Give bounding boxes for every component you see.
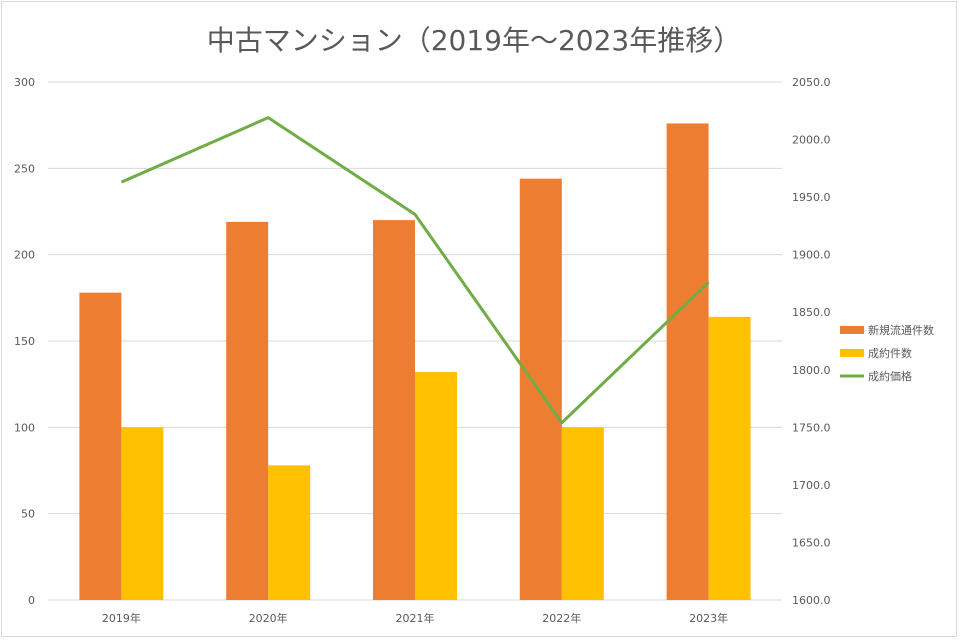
bar <box>708 316 751 600</box>
right-tick-label: 1600.0 <box>792 594 831 607</box>
bar <box>561 427 604 600</box>
chart-title: 中古マンション（2019年～2023年推移） <box>207 24 742 57</box>
right-tick-label: 1850.0 <box>792 306 831 319</box>
bar <box>415 372 457 600</box>
right-tick-label: 1950.0 <box>792 191 831 204</box>
left-tick-label: 0 <box>28 594 35 607</box>
left-tick-label: 200 <box>14 249 35 262</box>
bar <box>519 178 562 600</box>
x-tick-label: 2021年 <box>396 611 435 625</box>
left-tick-label: 300 <box>14 76 35 89</box>
legend-swatch <box>840 349 864 357</box>
legend-label: 成約価格 <box>868 369 912 383</box>
right-axis-ticks: 1600.0 1650.0 1700.0 1750.0 1800.0 1850.0 1900… <box>792 76 831 607</box>
legend-swatch <box>840 326 864 334</box>
right-tick-label: 2000.0 <box>792 134 831 147</box>
right-tick-label: 1900.0 <box>792 249 831 262</box>
x-tick-label: 2020年 <box>249 611 288 625</box>
bar <box>226 221 269 601</box>
series-line <box>120 116 710 425</box>
right-tick-label: 1800.0 <box>792 364 831 377</box>
bar <box>268 465 311 600</box>
bar <box>79 292 122 600</box>
right-tick-label: 2050.0 <box>792 76 831 89</box>
right-tick-label: 1650.0 <box>792 536 831 549</box>
bar-marks <box>79 123 751 601</box>
right-tick-label: 1700.0 <box>792 479 831 492</box>
left-tick-label: 100 <box>14 421 35 434</box>
bar <box>121 427 164 600</box>
bar <box>373 220 415 600</box>
line-marks <box>120 116 710 425</box>
x-axis-ticks: 2019年 2020年 2021年 2022年 2023年 <box>102 611 728 625</box>
right-tick-label: 1750.0 <box>792 421 831 434</box>
left-tick-label: 250 <box>14 162 35 175</box>
x-tick-label: 2019年 <box>102 611 141 625</box>
left-tick-label: 150 <box>14 335 35 348</box>
bar <box>666 123 709 600</box>
x-tick-label: 2022年 <box>542 611 581 625</box>
left-tick-label: 50 <box>21 508 35 521</box>
left-axis-ticks: 0 50 100 150 200 250 300 <box>14 76 35 607</box>
x-tick-label: 2023年 <box>689 611 728 625</box>
legend-label: 成約件数 <box>868 346 912 360</box>
legend-label: 新規流通件数 <box>868 323 934 337</box>
